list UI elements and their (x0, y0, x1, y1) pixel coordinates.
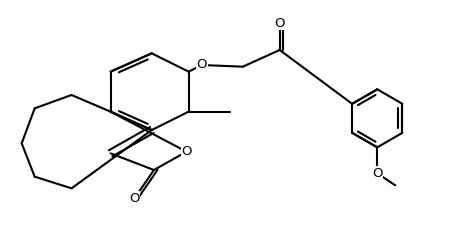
Text: O: O (274, 17, 284, 30)
Text: O: O (196, 59, 207, 71)
Text: O: O (371, 167, 382, 180)
Text: O: O (181, 145, 191, 158)
Text: O: O (129, 192, 139, 205)
